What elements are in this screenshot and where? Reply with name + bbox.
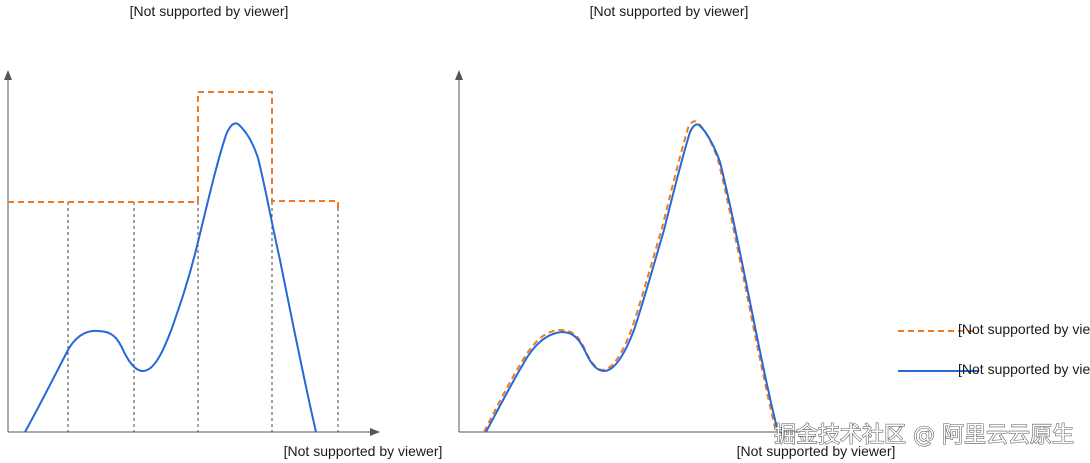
legend: [Not supported by viewer] [Not supported… <box>898 321 1090 377</box>
left-y-axis-arrow-icon <box>4 70 12 80</box>
right-actual-curve <box>485 123 779 432</box>
right-x-axis-label: [Not supported by viewer] <box>737 443 896 459</box>
left-panel: [Not supported by viewer] [Not supported… <box>4 3 442 459</box>
right-approximation-curve <box>483 120 777 432</box>
right-panel: [Not supported by viewer] [Not supported… <box>455 3 895 459</box>
right-panel-title: [Not supported by viewer] <box>590 3 749 19</box>
left-actual-curve <box>24 122 317 433</box>
left-step-approximation-curve <box>8 91 339 210</box>
left-panel-title: [Not supported by viewer] <box>130 3 289 19</box>
legend-dashed-label: [Not supported by viewer] <box>958 321 1090 337</box>
watermark: 掘金技术社区 @ 阿里云云原生 <box>774 423 1074 448</box>
left-x-axis-arrow-icon <box>370 428 380 436</box>
legend-solid-label: [Not supported by viewer] <box>958 361 1090 377</box>
right-y-axis-arrow-icon <box>455 70 463 80</box>
left-x-axis-label: [Not supported by viewer] <box>284 443 443 459</box>
